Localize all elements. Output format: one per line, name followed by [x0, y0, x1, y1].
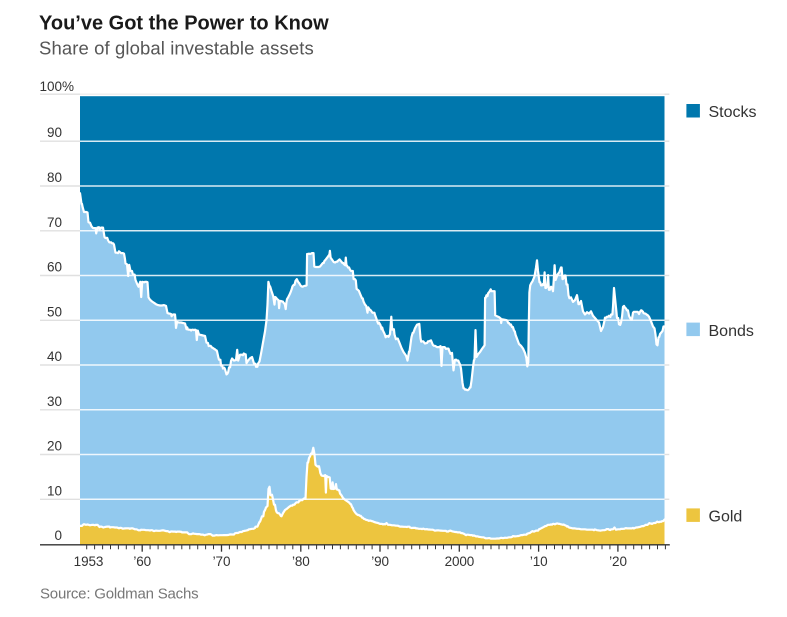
svg-text:’10: ’10 [530, 554, 548, 569]
svg-text:Stocks: Stocks [709, 104, 757, 121]
svg-text:’70: ’70 [213, 554, 231, 569]
svg-text:40: 40 [47, 349, 62, 364]
svg-text:’20: ’20 [609, 554, 627, 569]
svg-text:70: 70 [47, 215, 62, 230]
svg-text:50: 50 [47, 304, 62, 319]
svg-text:’60: ’60 [133, 554, 151, 569]
svg-text:0: 0 [54, 528, 62, 543]
svg-text:’80: ’80 [292, 554, 310, 569]
svg-text:10: 10 [47, 483, 62, 498]
svg-text:1953: 1953 [74, 554, 104, 569]
svg-text:2000: 2000 [445, 554, 475, 569]
svg-text:Gold: Gold [709, 509, 743, 526]
svg-text:Share of global investable ass: Share of global investable assets [39, 38, 314, 59]
svg-text:80: 80 [47, 170, 62, 185]
svg-text:20: 20 [47, 439, 62, 454]
svg-text:90: 90 [47, 125, 62, 140]
svg-text:100: 100 [39, 79, 62, 94]
svg-text:’90: ’90 [371, 554, 389, 569]
svg-text:Source: Goldman Sachs: Source: Goldman Sachs [40, 586, 198, 603]
svg-text:%: % [62, 79, 74, 94]
svg-text:60: 60 [47, 260, 62, 275]
svg-text:30: 30 [47, 394, 62, 409]
svg-text:You’ve Got the Power to Know: You’ve Got the Power to Know [39, 13, 329, 35]
svg-text:Bonds: Bonds [709, 323, 754, 340]
